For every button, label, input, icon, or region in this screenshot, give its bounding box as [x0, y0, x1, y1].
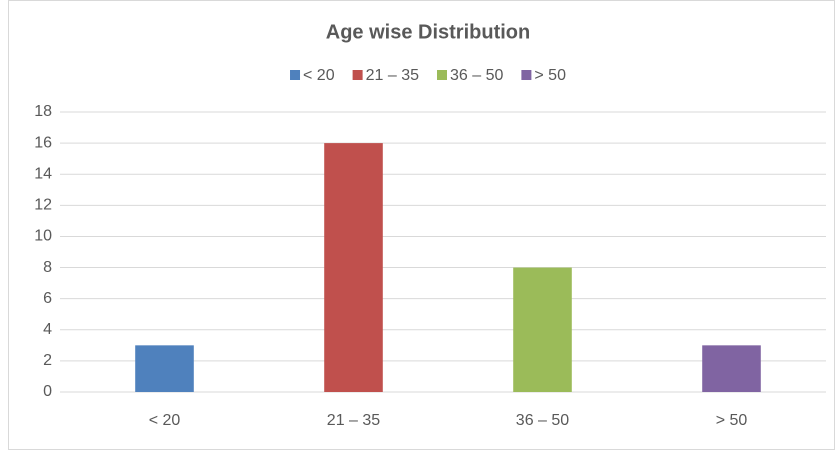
- x-tick-label: > 50: [716, 412, 748, 429]
- x-tick-label: 36 – 50: [516, 412, 569, 429]
- y-tick-label: 0: [43, 383, 52, 400]
- legend-label: < 20: [303, 67, 335, 84]
- y-tick-label: 2: [43, 352, 52, 369]
- bar: [135, 345, 194, 392]
- y-tick-label: 4: [43, 321, 52, 338]
- y-tick-label: 10: [34, 228, 52, 245]
- bar: [513, 267, 572, 392]
- x-tick-label: < 20: [149, 412, 181, 429]
- legend-label: 21 – 35: [366, 67, 419, 84]
- legend-swatch: [352, 70, 363, 80]
- chart-title: Age wise Distribution: [326, 21, 530, 43]
- y-tick-label: 6: [43, 290, 52, 307]
- y-tick-label: 12: [34, 197, 52, 214]
- y-tick-label: 16: [34, 134, 52, 151]
- legend-swatch: [290, 70, 301, 80]
- legend-label: > 50: [534, 67, 566, 84]
- bar: [702, 345, 761, 392]
- bar: [324, 143, 383, 392]
- legend-label: 36 – 50: [450, 67, 503, 84]
- y-tick-label: 14: [34, 165, 52, 182]
- y-tick-label: 18: [34, 103, 52, 120]
- y-tick-label: 8: [43, 259, 52, 276]
- legend-swatch: [437, 70, 447, 80]
- legend-swatch: [521, 70, 532, 80]
- x-tick-label: 21 – 35: [327, 412, 380, 429]
